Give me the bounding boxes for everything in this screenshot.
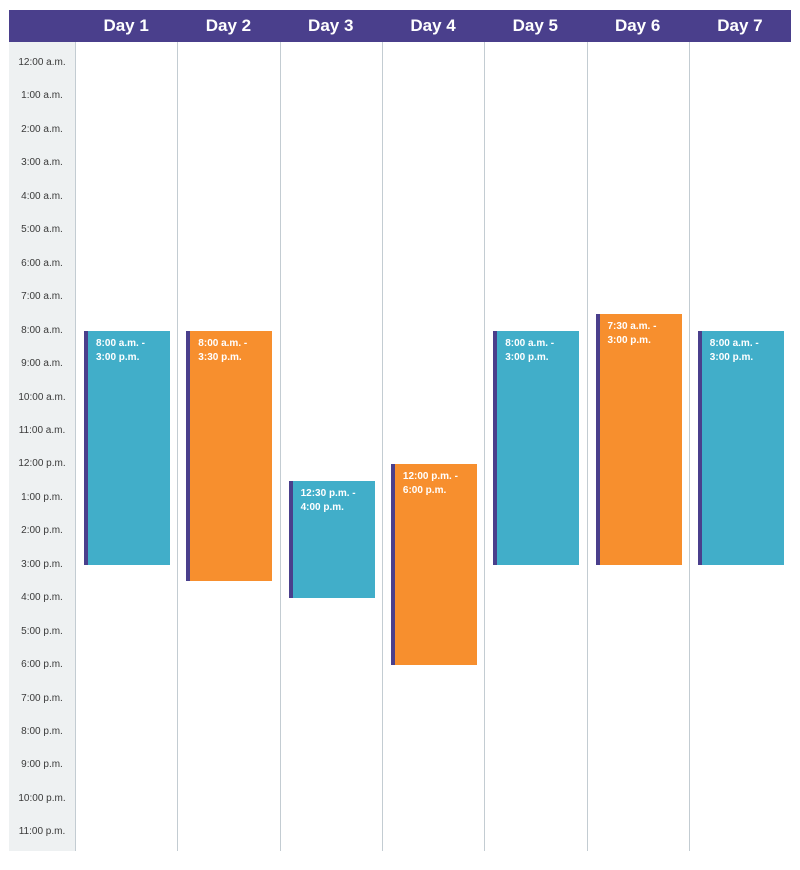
time-gutter: 12:00 a.m. 1:00 a.m. 2:00 a.m. 3:00 a.m. 4:0… <box>9 42 75 851</box>
day-column-6: 7:30 a.m. - 3:00 p.m. <box>586 42 689 851</box>
shift-block-day-2[interactable]: 8:00 a.m. - 3:30 p.m. <box>186 330 273 582</box>
shift-end-time: 3:00 p.m. <box>607 334 651 346</box>
shift-end-time: 4:00 p.m. <box>300 502 344 514</box>
day-column-3: 12:30 p.m. - 4:00 p.m. <box>279 42 382 851</box>
shift-block-day-1[interactable]: 8:00 a.m. - 3:00 p.m. <box>84 330 170 565</box>
day-column-2: 8:00 a.m. - 3:30 p.m. <box>177 42 279 851</box>
day-header-1: Day 1 <box>103 16 149 35</box>
time-label: 6:00 a.m. <box>21 257 63 269</box>
day-header-5: Day 5 <box>512 16 559 35</box>
day-column-7: 8:00 a.m. - 3:00 p.m. <box>688 42 791 851</box>
shift-time-label: 7:30 a.m. - 3:00 p.m. <box>608 320 678 348</box>
shift-time-label: 8:00 a.m. - 3:00 p.m. <box>505 337 575 365</box>
shift-time-label: 8:00 a.m. - 3:00 p.m. <box>710 337 780 365</box>
time-label: 3:00 a.m. <box>21 157 63 169</box>
time-label: 11:00 p.m. <box>18 826 66 838</box>
time-label: 8:00 p.m. <box>21 726 63 737</box>
time-label: 1:00 a.m. <box>21 90 63 102</box>
time-label: 5:00 a.m. <box>21 224 63 236</box>
day-header-4: Day 4 <box>410 16 456 35</box>
time-label: 11:00 a.m. <box>18 424 66 436</box>
day-header-3: Day 3 <box>308 16 354 35</box>
shift-time-label: 12:00 p.m. - 6:00 p.m. <box>403 470 473 498</box>
shift-end-time: 3:00 p.m. <box>709 351 754 363</box>
shift-end-time: 3:00 p.m. <box>505 351 549 363</box>
time-label: 9:00 p.m. <box>21 759 63 771</box>
time-label: 9:00 a.m. <box>21 358 63 370</box>
shift-start-time: 7:30 a.m. - <box>607 320 657 332</box>
day-column-1: 8:00 a.m. - 3:00 p.m. <box>75 42 177 851</box>
shift-time-label: 8:00 a.m. - 3:30 p.m. <box>198 337 268 365</box>
shift-time-label: 8:00 a.m. - 3:00 p.m. <box>96 337 166 365</box>
time-label: 12:00 p.m. <box>18 458 66 470</box>
shift-start-time: 8:00 a.m. - <box>198 337 248 349</box>
time-label: 8:00 a.m. <box>21 324 63 336</box>
time-label: 7:00 a.m. <box>21 291 63 303</box>
weekly-schedule: Day 1 Day 2 Day 3 Day 4 Day 5 Day 6 Day 7 12:0… <box>9 10 791 851</box>
day-header-bar: Day 1 Day 2 Day 3 Day 4 Day 5 Day 6 Day 7 <box>9 10 791 42</box>
time-label: 3:00 p.m. <box>21 558 63 570</box>
time-label: 2:00 a.m. <box>21 123 63 135</box>
shift-time-label: 12:30 p.m. - 4:00 p.m. <box>301 487 371 515</box>
time-label: 7:00 p.m. <box>21 692 63 704</box>
shift-block-day-3[interactable]: 12:30 p.m. - 4:00 p.m. <box>288 481 375 599</box>
shift-start-time: 8:00 a.m. - <box>96 337 145 349</box>
shift-block-day-6[interactable]: 7:30 a.m. - 3:00 p.m. <box>595 313 682 565</box>
shift-end-time: 6:00 p.m. <box>402 485 447 497</box>
shift-end-time: 3:00 p.m. <box>96 351 140 363</box>
day-header-2: Day 2 <box>205 16 252 35</box>
time-label: 10:00 a.m. <box>18 391 66 403</box>
time-label: 6:00 p.m. <box>21 659 63 671</box>
shift-start-time: 8:00 a.m. - <box>505 337 555 349</box>
time-label: 4:00 p.m. <box>21 592 63 604</box>
shift-block-day-4[interactable]: 12:00 p.m. - 6:00 p.m. <box>390 464 477 666</box>
day-header-6: Day 6 <box>614 16 661 35</box>
day-header-7: Day 7 <box>717 16 763 35</box>
shift-end-time: 3:30 p.m. <box>198 351 242 363</box>
shift-start-time: 12:30 p.m. - <box>300 488 356 500</box>
time-label: 4:00 a.m. <box>21 190 63 202</box>
time-label: 2:00 p.m. <box>21 525 63 537</box>
time-label: 5:00 p.m. <box>21 625 63 637</box>
shift-start-time: 12:00 p.m. - <box>402 471 458 483</box>
day-column-4: 12:00 p.m. - 6:00 p.m. <box>381 42 484 851</box>
day-column-5: 8:00 a.m. - 3:00 p.m. <box>484 42 586 851</box>
shift-start-time: 8:00 a.m. - <box>709 337 759 349</box>
shift-block-day-5[interactable]: 8:00 a.m. - 3:00 p.m. <box>493 330 580 565</box>
time-label: 10:00 p.m. <box>18 792 66 804</box>
shift-block-day-7[interactable]: 8:00 a.m. - 3:00 p.m. <box>697 330 784 565</box>
time-label: 1:00 p.m. <box>21 491 63 503</box>
time-label: 12:00 a.m. <box>18 57 66 68</box>
